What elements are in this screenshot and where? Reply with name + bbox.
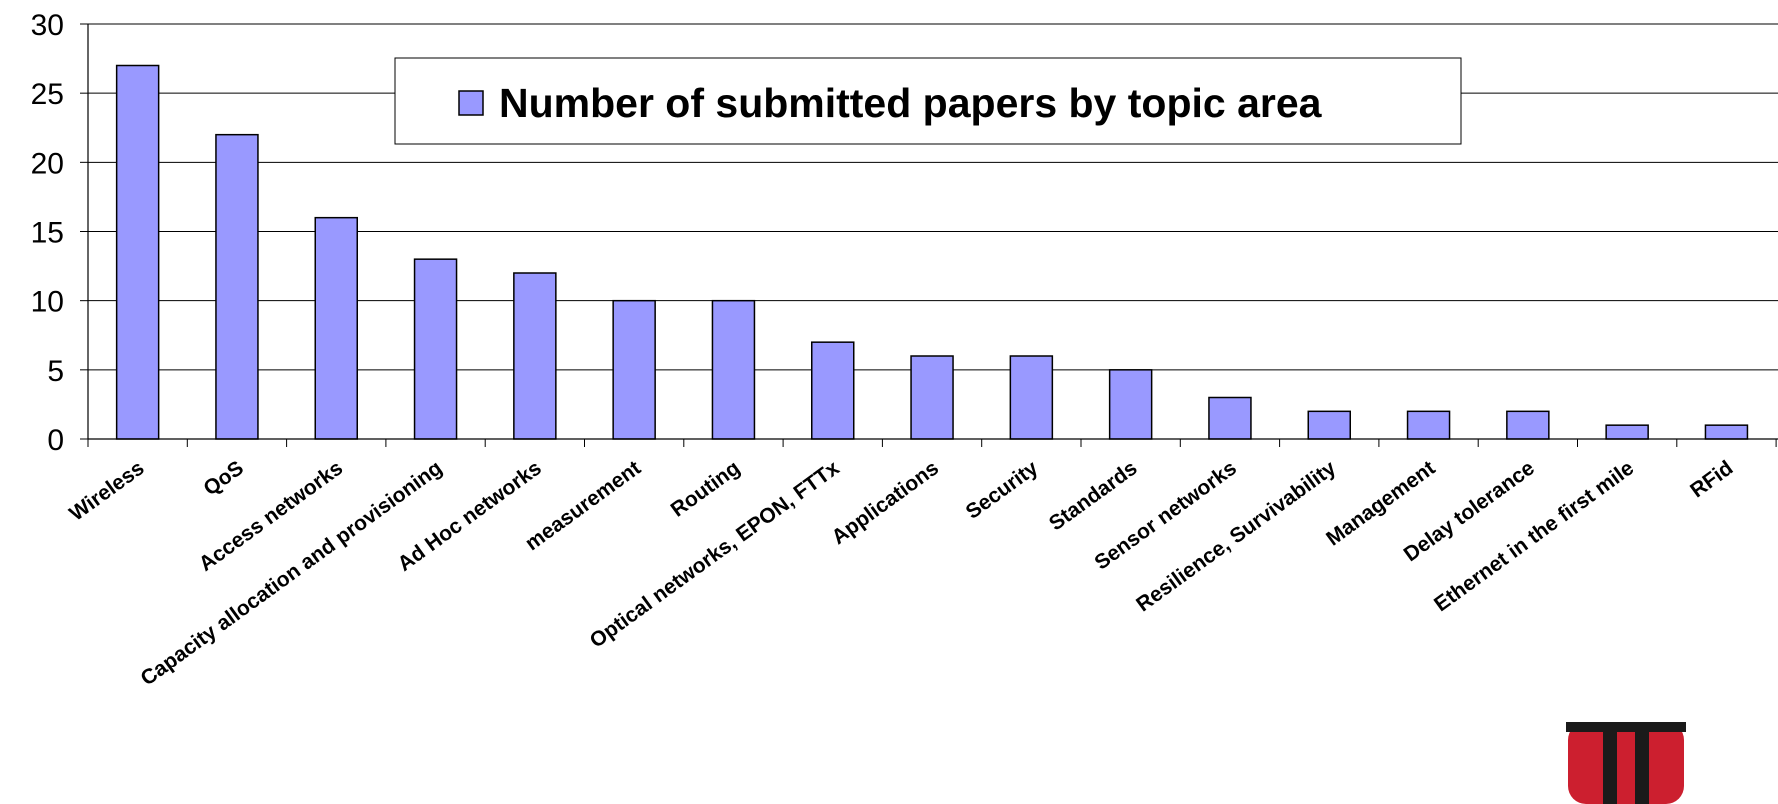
university-logo — [1566, 722, 1686, 804]
bar-7 — [811, 341, 855, 440]
x-tick-label: RFid — [1686, 456, 1737, 502]
bar-1 — [215, 133, 259, 440]
bar-14 — [1506, 410, 1550, 440]
x-tick-label: Ethernet in the first mile — [1430, 456, 1638, 616]
bar-6 — [711, 299, 756, 440]
bar-12 — [1307, 410, 1351, 440]
legend-swatch — [458, 90, 484, 116]
x-tick-label: Resilience, Survivability — [1132, 456, 1340, 616]
x-tick-label: Wireless — [65, 456, 148, 525]
bar-11 — [1208, 396, 1252, 440]
bar-15 — [1605, 424, 1649, 440]
y-tick-label: 5 — [47, 355, 64, 388]
y-tick-label: 10 — [31, 286, 64, 319]
bar-5 — [612, 299, 656, 440]
bar-4 — [513, 272, 557, 440]
x-tick-label: Standards — [1045, 456, 1142, 535]
x-tick-label: QoS — [199, 456, 247, 500]
legend-label: Number of submitted papers by topic area — [499, 80, 1323, 126]
bar-9 — [1009, 355, 1054, 440]
bar-3 — [413, 258, 458, 440]
x-tick-label: Applications — [828, 456, 943, 549]
y-tick-label: 20 — [31, 147, 64, 180]
bar-13 — [1406, 410, 1451, 440]
bar-0 — [115, 64, 160, 440]
axes — [87, 24, 1778, 447]
x-tick-label: Routing — [667, 456, 745, 521]
y-tick-label: 15 — [31, 217, 64, 250]
bar-10 — [1108, 369, 1153, 440]
y-tick-label: 0 — [47, 424, 64, 457]
bar-2 — [314, 216, 358, 440]
y-tick-label: 30 — [31, 9, 64, 42]
legend: Number of submitted papers by topic area — [394, 57, 1462, 145]
bar-8 — [910, 355, 954, 440]
bar-16 — [1704, 424, 1749, 440]
bars — [115, 64, 1749, 440]
y-axis-ticks: 0 5 10 15 20 25 30 — [31, 9, 88, 457]
x-tick-label: Security — [962, 456, 1043, 524]
y-tick-label: 25 — [31, 78, 64, 111]
legend-box — [394, 57, 1462, 145]
